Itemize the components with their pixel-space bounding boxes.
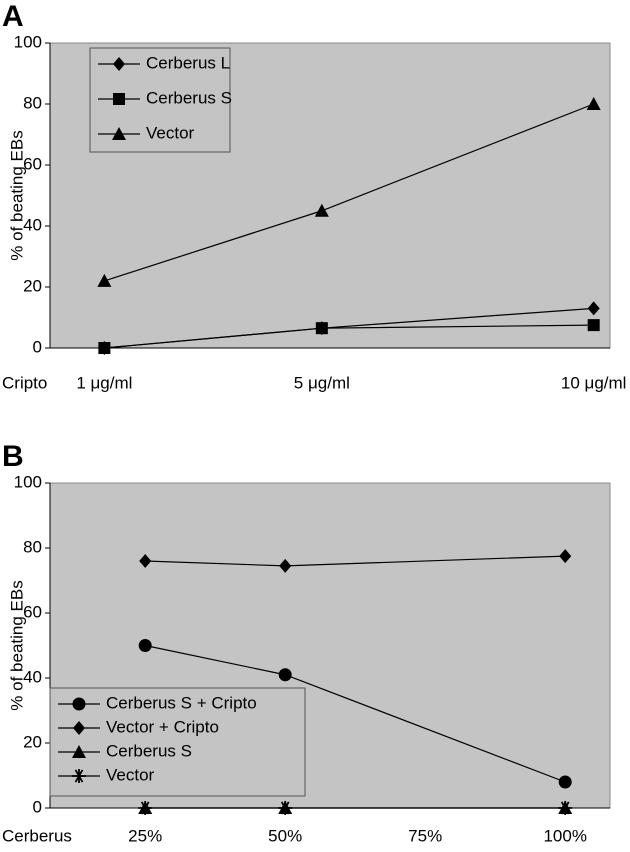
marker	[98, 342, 111, 354]
marker	[97, 273, 112, 287]
x-tick-label: 75%	[408, 826, 442, 845]
y-tick-label: 60	[23, 154, 42, 173]
legend-label: Vector + Cripto	[106, 717, 219, 736]
legend-marker	[113, 93, 125, 105]
marker	[278, 668, 292, 682]
y-tick-label: 20	[23, 732, 42, 751]
legend-label: Cerberus S + Cripto	[106, 693, 257, 712]
marker	[279, 558, 292, 573]
y-tick-label: 40	[23, 667, 42, 686]
marker	[587, 301, 600, 316]
y-tick-label: 100	[14, 32, 42, 51]
y-tick-label: 20	[23, 276, 42, 295]
y-tick-label: 60	[23, 602, 42, 621]
legend-label: Vector	[106, 765, 155, 784]
x-tick-label: 50%	[268, 826, 302, 845]
x-tick-label: 5 μg/ml	[294, 373, 350, 392]
legend-marker	[72, 697, 86, 711]
legend-marker	[72, 745, 86, 758]
legend-label: Cerberus S	[106, 741, 192, 760]
y-tick-label: 0	[33, 797, 42, 816]
y-tick-label: 80	[23, 537, 42, 556]
marker	[138, 639, 152, 652]
marker	[315, 322, 328, 335]
legend-marker	[113, 57, 125, 71]
marker	[314, 203, 329, 217]
legend-marker	[73, 721, 85, 735]
panel-label: B	[2, 440, 24, 473]
x-tick-label: 100%	[543, 826, 586, 845]
marker	[587, 319, 600, 332]
marker	[138, 801, 153, 815]
marker	[558, 775, 572, 789]
x-tick-label: 25%	[128, 826, 162, 845]
x-tick-label: 10 μg/ml	[561, 373, 627, 392]
legend-label: Cerberus S	[146, 88, 232, 107]
legend-box	[49, 687, 306, 797]
x-axis-label: Cerberus	[2, 826, 72, 845]
marker	[559, 549, 572, 564]
y-tick-label: 80	[23, 93, 42, 112]
marker	[278, 801, 293, 815]
legend-label: Cerberus L	[146, 53, 230, 72]
legend-label: Vector	[146, 123, 195, 142]
legend-marker	[72, 769, 86, 783]
marker	[558, 801, 573, 815]
panel-label: A	[2, 0, 24, 33]
marker	[139, 554, 152, 568]
legend-marker	[112, 127, 126, 140]
y-tick-label: 40	[23, 215, 42, 234]
marker	[586, 97, 601, 110]
y-axis-label: % of beating EBs	[7, 580, 26, 710]
y-axis-label: % of beating EBs	[7, 130, 26, 260]
y-tick-label: 100	[14, 472, 42, 491]
x-tick-label: 1 μg/ml	[76, 373, 132, 392]
x-axis-label: Cripto	[2, 373, 47, 392]
y-tick-label: 0	[33, 337, 42, 356]
